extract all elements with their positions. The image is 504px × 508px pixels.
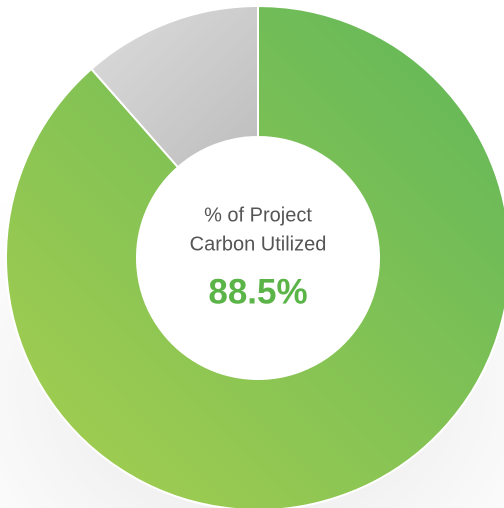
donut-slice [5,4,504,508]
donut-hole [137,137,379,379]
center-title: Carbon Utilized [190,233,327,255]
value-label: 88.5% [208,272,307,311]
center-title: % of Project [204,204,312,226]
